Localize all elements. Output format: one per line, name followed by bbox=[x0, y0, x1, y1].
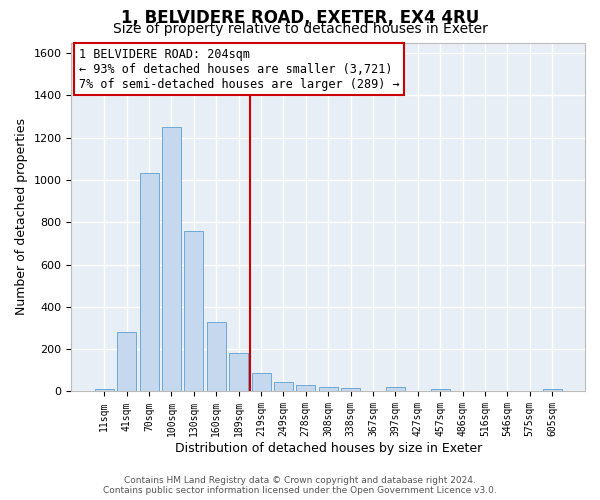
Bar bbox=[319, 387, 338, 392]
X-axis label: Distribution of detached houses by size in Exeter: Distribution of detached houses by size … bbox=[175, 442, 482, 455]
Bar bbox=[229, 354, 248, 392]
Bar bbox=[542, 390, 562, 392]
Bar bbox=[207, 322, 226, 392]
Text: 1 BELVIDERE ROAD: 204sqm
← 93% of detached houses are smaller (3,721)
7% of semi: 1 BELVIDERE ROAD: 204sqm ← 93% of detach… bbox=[79, 48, 400, 90]
Bar bbox=[341, 388, 360, 392]
Bar bbox=[296, 384, 316, 392]
Bar bbox=[117, 332, 136, 392]
Bar bbox=[95, 390, 114, 392]
Bar bbox=[431, 390, 449, 392]
Text: Contains HM Land Registry data © Crown copyright and database right 2024.
Contai: Contains HM Land Registry data © Crown c… bbox=[103, 476, 497, 495]
Bar bbox=[140, 172, 158, 392]
Bar bbox=[184, 230, 203, 392]
Text: Size of property relative to detached houses in Exeter: Size of property relative to detached ho… bbox=[113, 22, 487, 36]
Y-axis label: Number of detached properties: Number of detached properties bbox=[15, 118, 28, 316]
Text: 1, BELVIDERE ROAD, EXETER, EX4 4RU: 1, BELVIDERE ROAD, EXETER, EX4 4RU bbox=[121, 9, 479, 27]
Bar bbox=[274, 382, 293, 392]
Bar bbox=[386, 387, 405, 392]
Bar bbox=[251, 373, 271, 392]
Bar bbox=[162, 127, 181, 392]
